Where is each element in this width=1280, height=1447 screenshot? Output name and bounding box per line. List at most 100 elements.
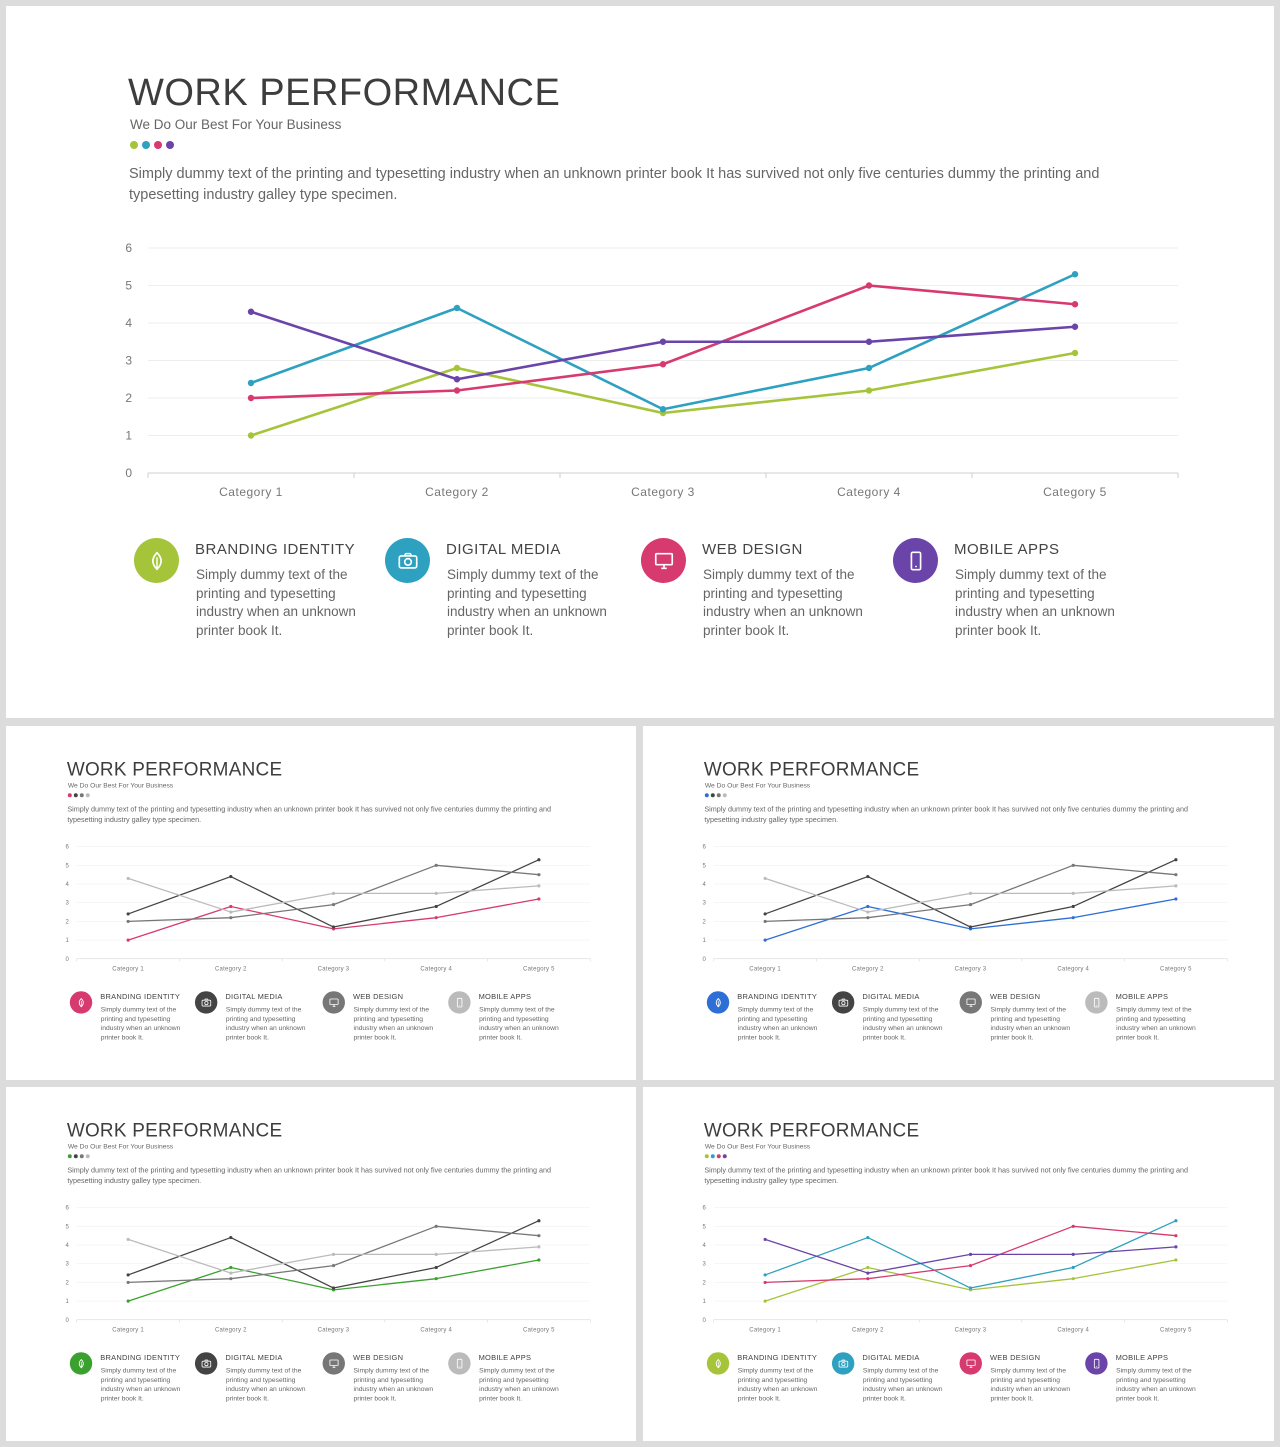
feature-text: Simply dummy text of the printing and ty… bbox=[196, 567, 356, 638]
data-point bbox=[434, 1224, 438, 1228]
slide-subtitle: We Do Our Best For Your Business bbox=[704, 1142, 811, 1150]
feature-text: Simply dummy text of the printing and ty… bbox=[447, 567, 607, 638]
y-tick-label: 1 bbox=[65, 938, 69, 944]
feature-heading: MOBILE APPS bbox=[1115, 992, 1169, 1002]
feature-mobile-apps: MOBILE APPS Simply dummy text of the pri… bbox=[1085, 1351, 1210, 1406]
color-dot bbox=[142, 141, 150, 149]
category-label: Category 3 bbox=[955, 966, 987, 972]
data-point bbox=[229, 1277, 233, 1281]
feature-text: Simply dummy text of the printing and ty… bbox=[353, 1366, 434, 1402]
feature-branding: BRANDING IDENTITY Simply dummy text of t… bbox=[69, 1351, 195, 1406]
feature-heading: BRANDING IDENTITY bbox=[195, 541, 356, 558]
data-point bbox=[659, 338, 667, 345]
data-point bbox=[865, 338, 873, 345]
data-point bbox=[229, 910, 233, 914]
data-point bbox=[1174, 897, 1178, 901]
feature-text: Simply dummy text of the printing and ty… bbox=[737, 1005, 818, 1041]
y-tick-label: 5 bbox=[65, 1224, 69, 1230]
data-point bbox=[537, 1219, 541, 1223]
data-point bbox=[331, 1252, 336, 1256]
mobile-icon bbox=[1085, 991, 1108, 1014]
color-dot bbox=[166, 141, 174, 149]
intro-paragraph: Simply dummy text of the printing and ty… bbox=[129, 166, 1100, 203]
data-point bbox=[1071, 271, 1079, 278]
feature-heading: WEB DESIGN bbox=[702, 541, 803, 558]
y-tick-label: 1 bbox=[702, 938, 706, 944]
feature-digital-media: DIGITAL MEDIA Simply dummy text of the p… bbox=[831, 1351, 957, 1406]
color-dot bbox=[67, 793, 72, 798]
data-point bbox=[968, 925, 973, 929]
intro-paragraph: Simply dummy text of the printing and ty… bbox=[67, 1166, 552, 1186]
feature-text: Simply dummy text of the printing and ty… bbox=[479, 1005, 559, 1041]
data-point bbox=[229, 904, 233, 909]
series-line bbox=[764, 1238, 1176, 1274]
data-point bbox=[1071, 891, 1075, 895]
feature-digital-media: DIGITAL MEDIA Simply dummy text of the p… bbox=[831, 990, 957, 1045]
data-point bbox=[537, 858, 541, 862]
data-point bbox=[537, 1258, 541, 1262]
data-point bbox=[1071, 1265, 1075, 1270]
data-point bbox=[229, 916, 233, 920]
data-point bbox=[453, 376, 461, 383]
data-point bbox=[866, 1235, 870, 1240]
data-point bbox=[331, 1286, 336, 1290]
data-point bbox=[763, 1280, 767, 1285]
color-dot bbox=[710, 1154, 715, 1159]
color-dots bbox=[67, 793, 90, 798]
feature-branding: BRANDING IDENTITY Simply dummy text of t… bbox=[706, 1351, 832, 1406]
data-point bbox=[763, 1299, 767, 1303]
data-point bbox=[126, 938, 130, 942]
data-point bbox=[229, 1265, 233, 1270]
y-tick-label: 5 bbox=[65, 863, 69, 869]
data-point bbox=[1174, 1234, 1178, 1238]
color-dot bbox=[716, 793, 721, 798]
y-tick-label: 6 bbox=[65, 1206, 69, 1212]
monitor-icon bbox=[641, 538, 686, 583]
y-tick-label: 3 bbox=[125, 354, 132, 368]
data-point bbox=[331, 891, 336, 895]
slide-main: WORK PERFORMANCE We Do Our Best For Your… bbox=[6, 6, 1274, 718]
data-point bbox=[763, 938, 767, 942]
feature-heading: DIGITAL MEDIA bbox=[862, 992, 920, 1002]
data-point bbox=[1174, 1245, 1178, 1249]
color-dots bbox=[67, 1154, 90, 1159]
data-point bbox=[126, 919, 130, 924]
data-point bbox=[434, 904, 438, 909]
category-label: Category 1 bbox=[749, 966, 781, 972]
slide-subtitle: We Do Our Best For Your Business bbox=[67, 1142, 174, 1150]
camera-icon bbox=[194, 1352, 218, 1375]
data-point bbox=[229, 1235, 233, 1240]
data-point bbox=[247, 394, 255, 402]
data-point bbox=[434, 863, 438, 867]
data-point bbox=[866, 904, 870, 909]
data-point bbox=[1174, 1258, 1178, 1262]
y-tick-label: 3 bbox=[65, 901, 69, 907]
data-point bbox=[126, 1273, 130, 1277]
y-tick-label: 3 bbox=[702, 901, 706, 907]
data-point bbox=[968, 1286, 973, 1290]
feature-heading: WEB DESIGN bbox=[989, 992, 1041, 1002]
data-point bbox=[659, 406, 667, 413]
feature-heading: MOBILE APPS bbox=[954, 541, 1060, 558]
category-label: Category 5 bbox=[1043, 485, 1107, 499]
feature-text: Simply dummy text of the printing and ty… bbox=[225, 1005, 306, 1041]
data-point bbox=[1071, 1224, 1075, 1228]
data-point bbox=[247, 308, 255, 315]
color-dot bbox=[710, 793, 715, 798]
data-point bbox=[434, 1277, 438, 1281]
line-chart: 0 1 2 3 4 5 6 Category 1 Category 2 Category 3 Cat… bbox=[65, 1206, 591, 1333]
data-point bbox=[866, 1277, 870, 1281]
y-tick-label: 4 bbox=[702, 1243, 706, 1249]
intro-paragraph: Simply dummy text of the printing and ty… bbox=[704, 805, 1189, 825]
feature-text: Simply dummy text of the printing and ty… bbox=[479, 1366, 559, 1402]
feature-text: Simply dummy text of the printing and ty… bbox=[862, 1005, 943, 1041]
slide-content: WORK PERFORMANCE We Do Our Best For Your… bbox=[6, 6, 1274, 718]
slide-content: WORK PERFORMANCE We Do Our Best For Your… bbox=[643, 1087, 1274, 1441]
y-tick-label: 5 bbox=[125, 279, 132, 293]
slide-thumbnail-2[interactable]: WORK PERFORMANCE We Do Our Best For Your… bbox=[643, 726, 1274, 1080]
slide-thumbnail-1[interactable]: WORK PERFORMANCE We Do Our Best For Your… bbox=[6, 726, 636, 1080]
slide-thumbnail-3[interactable]: WORK PERFORMANCE We Do Our Best For Your… bbox=[6, 1087, 636, 1441]
feature-text: Simply dummy text of the printing and ty… bbox=[955, 567, 1115, 638]
slide-content: WORK PERFORMANCE We Do Our Best For Your… bbox=[6, 1087, 636, 1441]
slide-thumbnail-4[interactable]: WORK PERFORMANCE We Do Our Best For Your… bbox=[643, 1087, 1274, 1441]
